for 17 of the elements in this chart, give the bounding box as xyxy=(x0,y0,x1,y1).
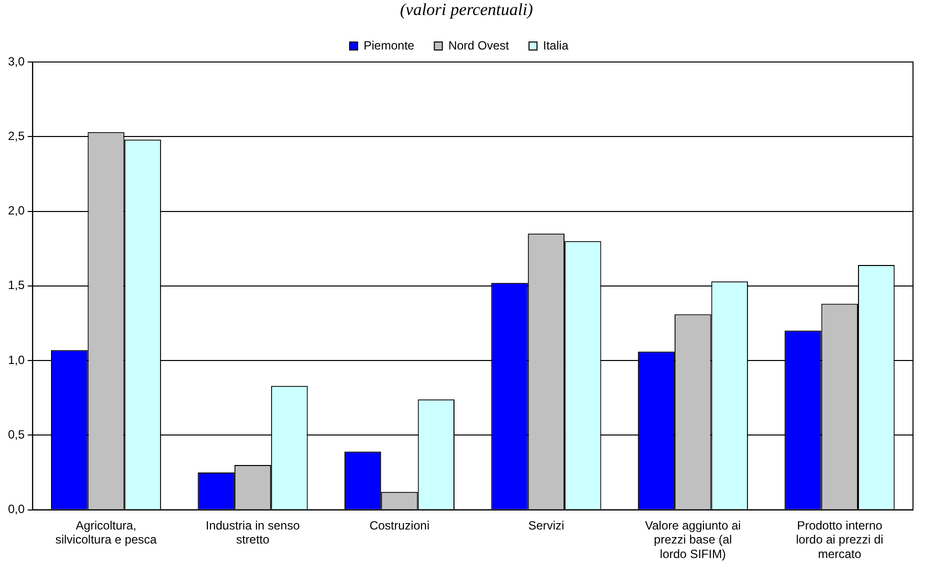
y-tick-label: 0,0 xyxy=(8,502,25,516)
y-tick-label: 2,5 xyxy=(8,128,25,143)
y-tick-label: 3,0 xyxy=(8,54,25,68)
legend-label: Italia xyxy=(543,38,569,52)
y-tick-label: 2,0 xyxy=(8,204,25,218)
x-tick-label: Costruzioni xyxy=(369,518,430,532)
y-tick-label: 0,5 xyxy=(8,427,25,442)
x-tick-label: Industria in senso stretto xyxy=(206,518,300,547)
chart-subtitle: (valori percentuali) xyxy=(399,0,534,20)
y-tick-label: 1,0 xyxy=(8,352,25,367)
x-tick-label: Prodotto interno lordo ai prezzi di mercato xyxy=(796,518,884,562)
x-tick-label: Servizi xyxy=(528,518,564,532)
y-tick-label: 1,5 xyxy=(8,278,25,292)
x-tick-label: Valore aggiunto ai prezzi base (al lordo SIFIM) xyxy=(644,518,741,562)
legend-label: Nord Ovest xyxy=(448,38,510,52)
legend-label: Piemonte xyxy=(364,38,415,52)
x-tick-label: Agricoltura, silvicoltura e pesca xyxy=(55,518,158,547)
